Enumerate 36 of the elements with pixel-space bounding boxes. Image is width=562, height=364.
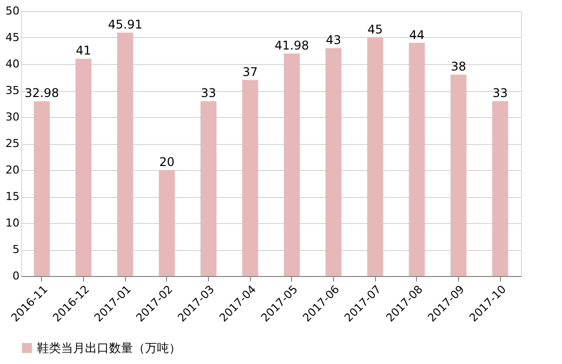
bar — [200, 101, 216, 276]
y-tick-label: 35 — [6, 84, 20, 97]
y-tick-label: 5 — [12, 243, 20, 256]
y-tick-label: 30 — [6, 110, 20, 124]
data-label: 33 — [492, 86, 508, 100]
data-label: 32.98 — [24, 86, 60, 100]
bar — [76, 58, 92, 276]
legend-label: 鞋类当月出口数量（万吨） — [37, 341, 181, 355]
bar — [326, 48, 342, 276]
data-label: 37 — [242, 64, 258, 79]
bar — [367, 38, 384, 276]
bar — [450, 74, 466, 276]
data-label: 20 — [159, 155, 174, 169]
bar — [408, 42, 425, 276]
y-tick-label: 15 — [6, 190, 20, 203]
data-label: 45.91 — [108, 18, 142, 32]
data-label: 38 — [450, 60, 466, 74]
bar — [284, 54, 300, 276]
data-label: 45 — [368, 22, 383, 36]
y-tick-label: 25 — [6, 137, 20, 150]
bar — [117, 32, 134, 276]
data-label: 44 — [409, 28, 424, 42]
y-tick-label: 40 — [6, 58, 20, 70]
data-label: 33 — [200, 86, 216, 100]
bar — [158, 170, 175, 276]
y-tick-label: 20 — [6, 164, 20, 176]
data-label: 43 — [326, 33, 342, 48]
y-tick-label: 45 — [6, 31, 20, 44]
y-tick-label: 0 — [12, 270, 20, 282]
data-label: 41.98 — [274, 38, 310, 53]
data-label: 41 — [76, 44, 92, 58]
bar — [242, 80, 258, 276]
bar — [492, 101, 508, 276]
y-tick-label: 10 — [6, 216, 20, 230]
y-tick-label: 50 — [6, 4, 20, 18]
bar — [34, 101, 50, 276]
